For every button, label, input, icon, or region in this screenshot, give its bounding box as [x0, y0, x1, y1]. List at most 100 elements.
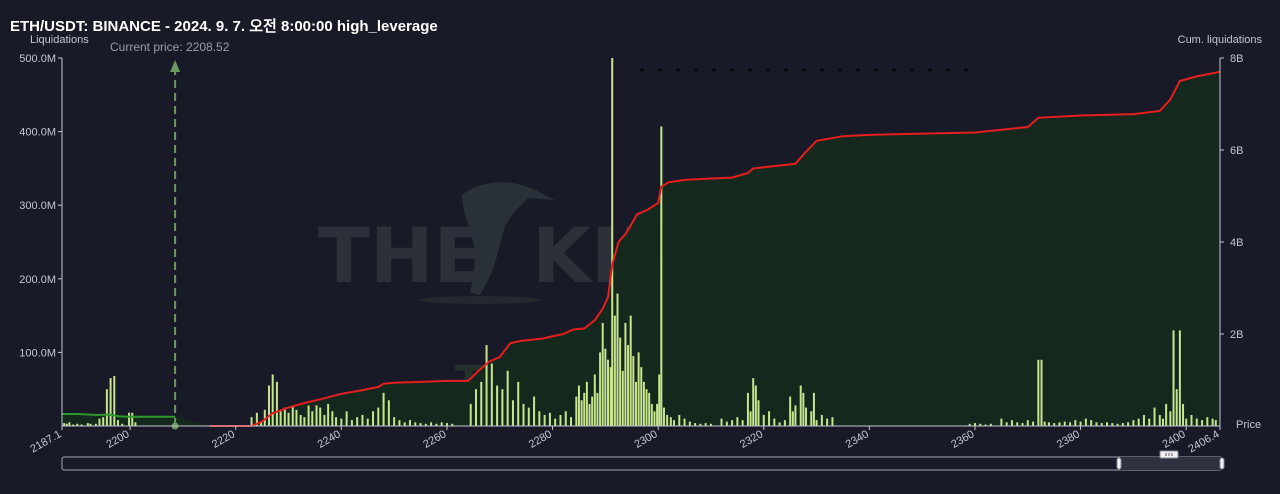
- liquidation-bar: [704, 423, 707, 426]
- liquidation-bar: [80, 424, 83, 426]
- liquidation-bar: [1190, 414, 1193, 426]
- liquidation-bar: [669, 417, 672, 426]
- liquidation-bar: [377, 407, 380, 426]
- liquidation-bar: [105, 389, 108, 426]
- liquidation-bar: [311, 411, 314, 426]
- liquidation-bars: [63, 58, 1217, 426]
- liquidation-bar: [121, 423, 124, 426]
- y-right-tick-label: 4B: [1230, 237, 1243, 249]
- liquidation-bar: [591, 396, 594, 426]
- liquidation-bar: [134, 422, 137, 426]
- cumulative-line-below-price: [62, 413, 175, 418]
- liquidation-bar: [559, 414, 562, 426]
- liquidation-bar: [271, 374, 274, 426]
- y-left-axis-label: Liquidations: [30, 34, 89, 46]
- liquidation-bar: [1182, 403, 1185, 426]
- liquidation-bar: [517, 381, 520, 426]
- liquidation-bar: [683, 418, 686, 426]
- liquidation-bar: [414, 422, 417, 426]
- liquidation-bar: [506, 370, 509, 426]
- liquidation-bar: [548, 412, 551, 426]
- x-axis-label: Price: [1236, 419, 1261, 431]
- y-left-ticks: 100.0M 200.0M 300.0M 400.0M 500.0M: [19, 53, 62, 359]
- liquidation-bar: [752, 378, 755, 426]
- liquidation-bar: [619, 337, 622, 426]
- liquidation-bar: [1127, 422, 1130, 426]
- liquidation-bar: [1161, 418, 1164, 426]
- liquidation-bar: [564, 411, 567, 426]
- range-slider-selection[interactable]: [1120, 457, 1222, 470]
- liquidation-bar: [1074, 420, 1077, 426]
- liquidation-bar: [327, 403, 330, 426]
- liquidation-bar: [250, 417, 253, 426]
- liquidation-bar: [648, 392, 651, 426]
- liquidation-bar: [1005, 422, 1008, 426]
- liquidation-bar: [65, 423, 68, 426]
- liquidation-bar: [749, 411, 752, 426]
- liquidation-bar: [408, 420, 411, 426]
- liquidation-bar: [799, 385, 802, 426]
- current-price-label: Current price: 2208.52: [110, 40, 230, 54]
- liquidation-bar: [128, 412, 131, 426]
- y-right-tick-label: 6B: [1230, 145, 1243, 157]
- y-right-tick-label: 2B: [1230, 329, 1243, 341]
- liquidation-bar: [1178, 330, 1181, 426]
- liquidation-bar: [678, 414, 681, 426]
- liquidation-bar: [1206, 417, 1209, 426]
- liquidation-bar: [656, 403, 659, 426]
- liquidation-bar: [361, 414, 364, 426]
- liquidation-bar: [480, 381, 483, 426]
- liquidation-bar: [345, 411, 348, 426]
- liquidation-bar: [604, 348, 607, 426]
- liquidation-bar: [393, 417, 396, 426]
- liquidation-bar: [699, 423, 702, 426]
- liquidation-bar: [1165, 403, 1168, 426]
- liquidation-bar: [331, 411, 334, 426]
- liquidation-bar: [831, 417, 834, 426]
- range-slider-right-handle[interactable]: [1219, 457, 1225, 470]
- liquidation-bar: [1026, 420, 1029, 426]
- liquidation-bar: [627, 345, 630, 426]
- liquidation-bar: [791, 411, 794, 426]
- liquidation-bar: [768, 411, 771, 426]
- liquidation-bar: [1010, 420, 1013, 426]
- liquidation-bar: [757, 400, 760, 426]
- liquidation-bar: [616, 293, 619, 426]
- liquidation-bar: [1095, 422, 1098, 426]
- liquidation-bar: [350, 420, 353, 426]
- liquidation-bar: [984, 424, 987, 426]
- liquidation-bar: [1079, 421, 1082, 426]
- liquidation-bar: [366, 418, 369, 426]
- liquidation-bar: [802, 392, 805, 426]
- liquidation-bar: [522, 403, 525, 426]
- liquidation-bar: [538, 411, 541, 426]
- range-slider-left-handle[interactable]: [1116, 457, 1122, 470]
- liquidation-bar: [1195, 418, 1198, 426]
- liquidation-bar: [746, 392, 749, 426]
- y-left-tick-label: 400.0M: [19, 127, 56, 139]
- y-left-tick-label: 100.0M: [19, 347, 56, 359]
- liquidation-bar: [1106, 422, 1108, 426]
- y-right-axis-label: Cum. liquidations: [1178, 34, 1263, 46]
- liquidation-bar: [72, 424, 75, 426]
- liquidation-bar: [778, 422, 781, 426]
- liquidation-bar: [1032, 421, 1035, 426]
- liquidation-bar: [1148, 418, 1151, 426]
- liquidation-bar: [762, 414, 765, 426]
- liquidation-bar: [68, 422, 71, 426]
- y-right-tick-label: 8B: [1230, 53, 1243, 65]
- liquidation-bar: [496, 385, 499, 426]
- liquidation-bar: [1043, 421, 1046, 426]
- liquidation-bar: [826, 418, 829, 426]
- liquidation-bar: [1084, 418, 1087, 426]
- liquidation-bar: [741, 420, 744, 426]
- y-right-ticks: 2B 4B 6B 8B: [1220, 53, 1243, 341]
- liquidation-bar: [968, 423, 971, 426]
- liquidation-bar: [653, 411, 656, 426]
- liquidation-bar: [382, 392, 385, 426]
- liquidation-bar: [662, 407, 665, 426]
- liquidation-bar: [720, 418, 723, 426]
- range-slider[interactable]: [61, 450, 1225, 471]
- liquidation-bar: [1053, 423, 1056, 426]
